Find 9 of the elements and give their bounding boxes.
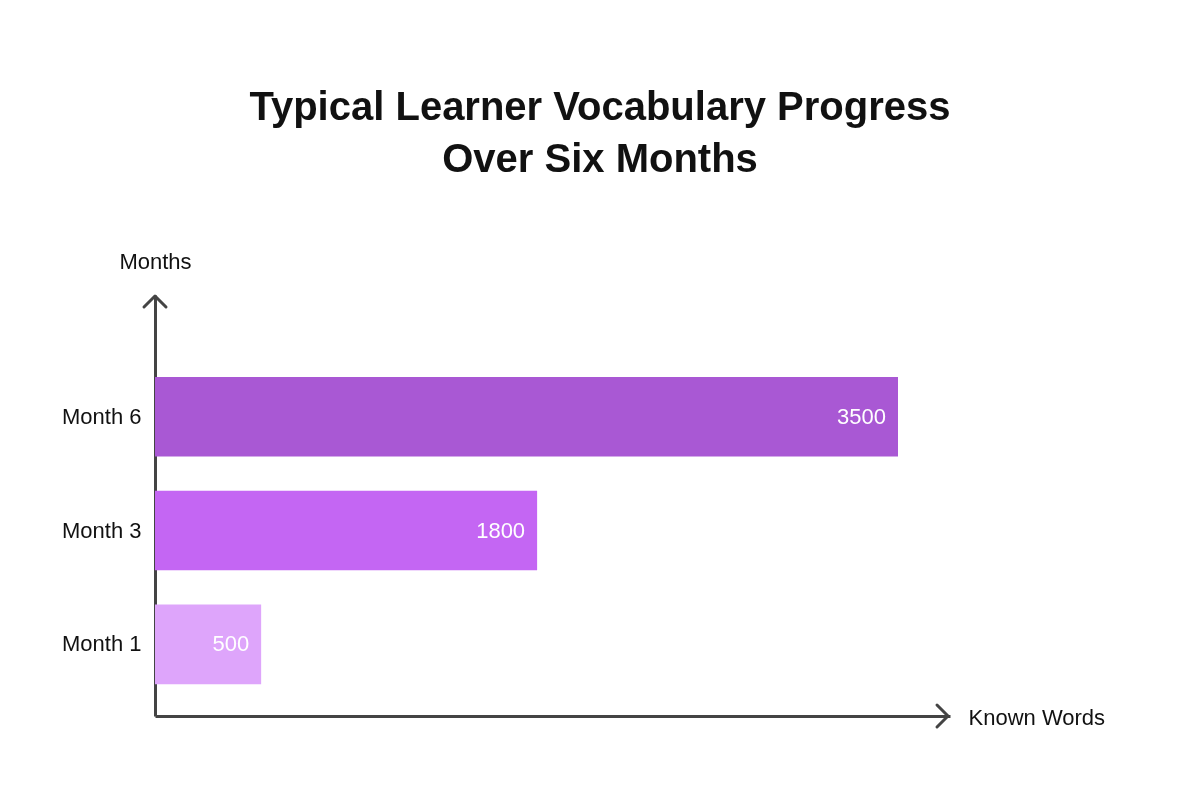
x-axis-title: Known Words xyxy=(968,704,1106,730)
chart-title: Typical Learner Vocabulary Progress Over Six Months xyxy=(248,83,952,182)
data-label: 3500 xyxy=(837,403,886,429)
y-tick-label: Month 1 xyxy=(62,631,142,657)
y-tick-label: Month 3 xyxy=(62,517,142,543)
data-label: 500 xyxy=(212,631,250,657)
data-label: 1800 xyxy=(476,517,526,543)
y-axis-title: Months xyxy=(119,248,192,274)
y-tick-label: Month 6 xyxy=(62,403,142,429)
